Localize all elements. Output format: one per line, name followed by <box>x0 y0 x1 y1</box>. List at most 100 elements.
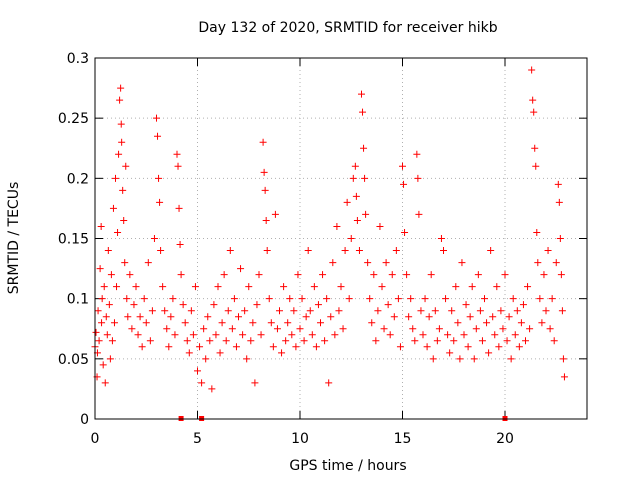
data-point <box>442 295 450 303</box>
data-point <box>298 295 306 303</box>
data-point <box>429 355 437 363</box>
data-point <box>368 319 376 327</box>
data-point <box>273 325 281 333</box>
data-point <box>351 162 359 170</box>
data-point <box>174 162 182 170</box>
data-point <box>317 319 324 327</box>
data-point <box>503 337 511 345</box>
data-point <box>517 319 525 327</box>
data-point <box>156 198 164 206</box>
data-point <box>495 343 503 351</box>
data-point <box>262 216 270 224</box>
data-point <box>478 337 486 345</box>
data-point <box>452 283 460 291</box>
data-point <box>128 325 136 333</box>
data-point <box>532 162 540 170</box>
data-point <box>98 319 106 327</box>
data-point <box>249 319 257 327</box>
data-point <box>515 343 523 351</box>
data-point <box>491 331 499 339</box>
data-point <box>382 259 390 267</box>
data-point <box>384 301 392 309</box>
axis-ticks: 0 0.05 0.1 0.15 0.2 0.25 0.3 0 5 10 15 20 <box>58 51 587 447</box>
data-point <box>239 331 247 339</box>
data-point <box>519 301 527 309</box>
data-point <box>362 210 370 218</box>
data-point <box>327 313 335 321</box>
data-point <box>290 307 298 315</box>
data-point <box>530 108 538 116</box>
data-point <box>310 283 318 291</box>
data-point <box>103 331 111 339</box>
data-point <box>302 313 310 321</box>
data-point <box>423 343 431 351</box>
data-point <box>163 325 171 333</box>
data-point <box>372 337 380 345</box>
data-point <box>235 313 242 321</box>
data-point <box>126 271 134 279</box>
data-point <box>167 313 175 321</box>
data-point <box>386 331 394 339</box>
data-point <box>99 361 107 369</box>
data-point <box>202 355 210 363</box>
data-point <box>427 271 435 279</box>
data-point <box>400 180 408 188</box>
data-point <box>251 379 259 387</box>
data-point <box>226 247 234 255</box>
data-point <box>153 114 160 122</box>
data-point <box>94 307 102 315</box>
data-point <box>325 379 333 387</box>
data-point <box>122 162 130 170</box>
data-point <box>185 349 193 357</box>
data-point <box>544 247 552 255</box>
chart-title: Day 132 of 2020, SRMTID for receiver hik… <box>198 20 497 36</box>
data-point <box>380 325 388 333</box>
data-point <box>142 319 150 327</box>
data-point <box>460 331 468 339</box>
x-tick-label: 10 <box>291 431 309 447</box>
data-point <box>347 235 355 242</box>
data-point <box>501 271 509 279</box>
data-point <box>466 313 474 321</box>
data-point <box>165 343 173 351</box>
data-point <box>265 295 273 303</box>
data-point <box>175 204 183 212</box>
data-point <box>401 228 409 236</box>
y-tick-label: 0.05 <box>58 352 89 368</box>
data-point <box>462 301 470 309</box>
data-point <box>526 325 534 333</box>
data-point <box>323 295 331 303</box>
y-tick-label: 0.3 <box>67 51 89 67</box>
data-point <box>189 331 197 339</box>
data-point <box>216 349 224 357</box>
data-point <box>194 367 201 375</box>
data-point <box>487 247 495 255</box>
data-point <box>360 144 368 152</box>
data-point <box>364 259 372 267</box>
data-point <box>555 198 563 206</box>
data-point <box>288 331 296 339</box>
x-tick-label: 15 <box>394 431 412 447</box>
data-point <box>296 325 304 333</box>
data-point <box>458 259 466 267</box>
data-point <box>255 271 263 279</box>
y-tick-label: 0.25 <box>58 111 89 127</box>
data-point <box>355 247 363 255</box>
x-tick-label: 5 <box>193 431 202 447</box>
data-point <box>339 325 347 333</box>
data-point <box>548 295 556 303</box>
data-point <box>358 90 365 98</box>
y-tick-label: 0 <box>80 412 89 428</box>
data-point <box>554 180 562 188</box>
data-point <box>435 325 443 333</box>
data-point <box>113 283 121 291</box>
x-tick-label: 0 <box>91 431 100 447</box>
data-point <box>230 295 238 303</box>
data-point <box>206 337 214 345</box>
data-point <box>349 174 357 182</box>
data-point <box>557 271 565 279</box>
data-point <box>444 331 452 339</box>
data-point <box>450 337 458 345</box>
data-point <box>150 235 158 242</box>
